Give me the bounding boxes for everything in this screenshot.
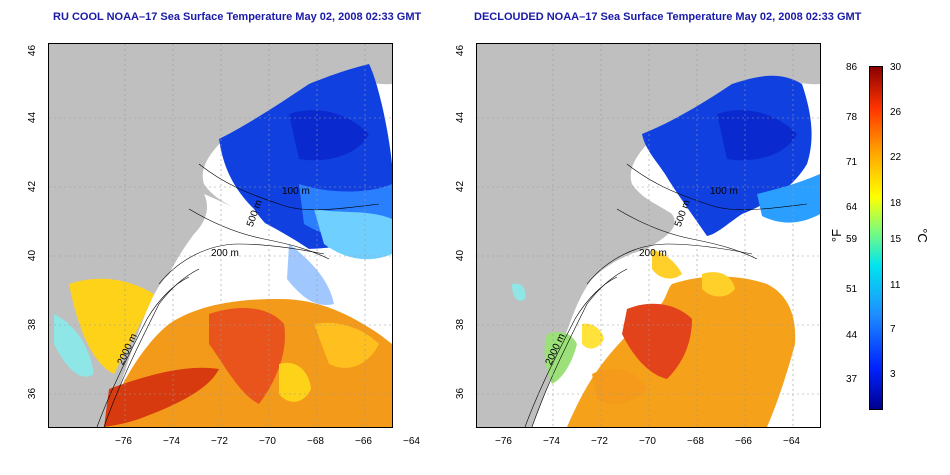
lon-tick: −76 bbox=[495, 436, 512, 447]
lat-tick: 38 bbox=[455, 318, 467, 331]
fahrenheit-unit-label: °F bbox=[829, 228, 845, 243]
fahrenheit-tick: 71 bbox=[846, 157, 858, 168]
lat-tick: 42 bbox=[27, 180, 39, 193]
land bbox=[477, 44, 820, 427]
lon-tick: −70 bbox=[639, 436, 656, 447]
lon-tick: −68 bbox=[307, 436, 324, 447]
lon-tick: −76 bbox=[115, 436, 132, 447]
celsius-tick: 11 bbox=[890, 280, 901, 291]
fahrenheit-tick: 37 bbox=[846, 374, 858, 385]
celsius-unit-label: °C bbox=[914, 228, 930, 243]
lon-tick: −72 bbox=[211, 436, 228, 447]
contour-label: 100 m bbox=[282, 186, 310, 197]
lon-tick: −74 bbox=[163, 436, 180, 447]
right-sst-map: 100 m 500 m 200 m 2000 m bbox=[476, 43, 821, 428]
contour-label: 200 m bbox=[639, 248, 667, 259]
celsius-tick: 22 bbox=[890, 152, 902, 163]
lon-tick: −66 bbox=[735, 436, 752, 447]
lat-tick: 36 bbox=[455, 387, 467, 400]
fahrenheit-tick: 51 bbox=[846, 284, 858, 295]
contour-label: 200 m bbox=[211, 248, 239, 259]
lat-tick: 40 bbox=[455, 249, 467, 262]
lon-tick: −64 bbox=[403, 436, 420, 447]
fahrenheit-tick: 44 bbox=[846, 330, 858, 341]
contour-label: 100 m bbox=[710, 186, 738, 197]
lat-tick: 46 bbox=[455, 44, 467, 57]
fahrenheit-tick: 78 bbox=[846, 112, 858, 123]
lon-tick: −70 bbox=[259, 436, 276, 447]
celsius-tick: 26 bbox=[890, 107, 902, 118]
celsius-tick: 3 bbox=[890, 369, 896, 380]
lon-tick: −66 bbox=[355, 436, 372, 447]
lat-tick: 42 bbox=[455, 180, 467, 193]
lon-tick: −74 bbox=[543, 436, 560, 447]
fahrenheit-tick: 59 bbox=[846, 234, 858, 245]
temperature-colorbar bbox=[869, 66, 883, 410]
right-map-title: DECLOUDED NOAA–17 Sea Surface Temperatur… bbox=[474, 11, 862, 23]
left-map-title: RU COOL NOAA–17 Sea Surface Temperature … bbox=[53, 11, 422, 23]
celsius-tick: 7 bbox=[890, 324, 896, 335]
lat-tick: 44 bbox=[27, 111, 39, 124]
celsius-tick: 15 bbox=[890, 234, 902, 245]
lat-tick: 38 bbox=[27, 318, 39, 331]
lon-tick: −68 bbox=[687, 436, 704, 447]
lat-tick: 40 bbox=[27, 249, 39, 262]
celsius-tick: 18 bbox=[890, 198, 902, 209]
celsius-tick: 30 bbox=[890, 62, 902, 73]
lat-tick: 46 bbox=[27, 44, 39, 57]
left-sst-map: 100 m 500 m 200 m 2000 m bbox=[48, 43, 393, 428]
lat-tick: 44 bbox=[455, 111, 467, 124]
fahrenheit-tick: 64 bbox=[846, 202, 858, 213]
lon-tick: −72 bbox=[591, 436, 608, 447]
lat-tick: 36 bbox=[27, 387, 39, 400]
fahrenheit-tick: 86 bbox=[846, 62, 858, 73]
lon-tick: −64 bbox=[783, 436, 800, 447]
